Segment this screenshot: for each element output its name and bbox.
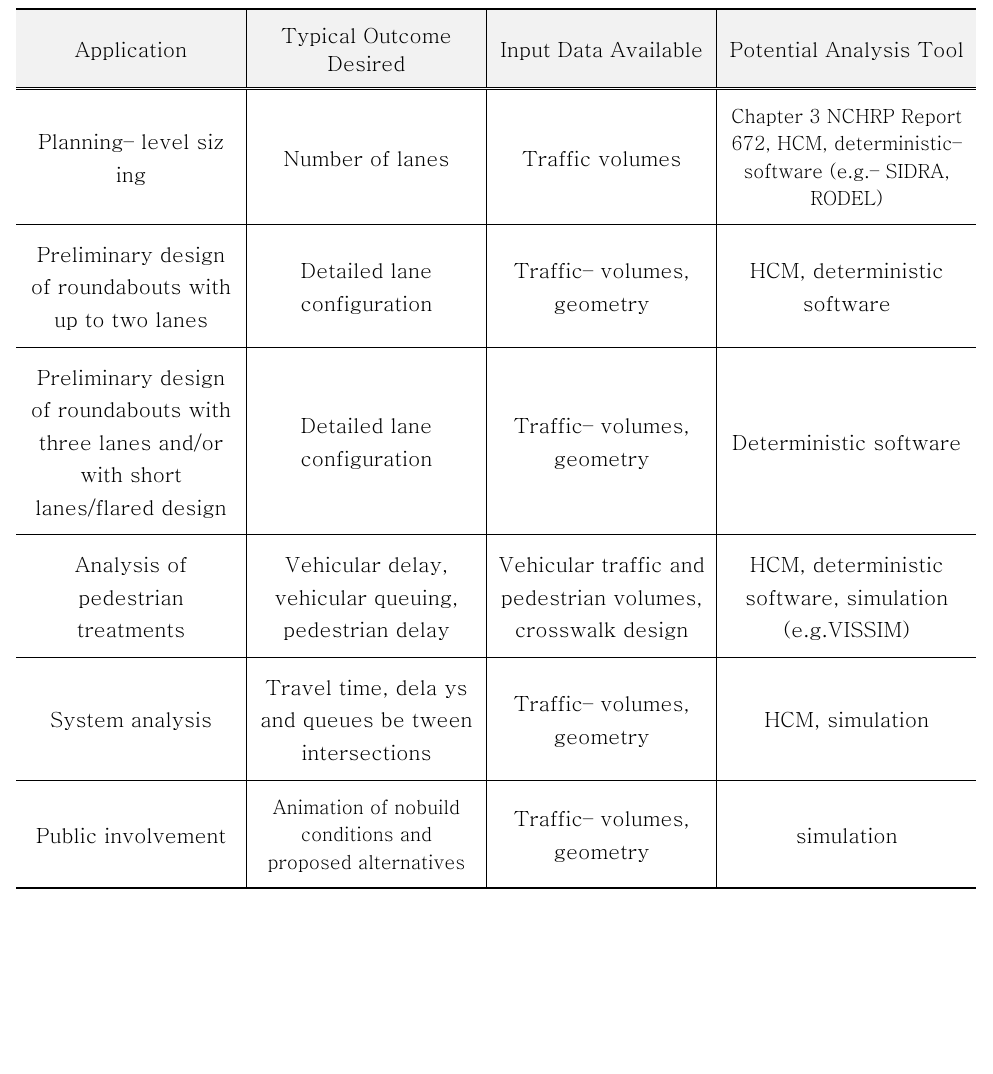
cell-application: Analysis of pedestrian treatments bbox=[16, 535, 246, 658]
cell-outcome: Detailed lane configuration bbox=[246, 224, 486, 347]
col-header-application: Application bbox=[16, 9, 246, 88]
cell-input: Traffic– volumes, geometry bbox=[486, 657, 716, 780]
cell-application: Preliminary design of roundabouts with u… bbox=[16, 224, 246, 347]
col-header-outcome: Typical Outcome Desired bbox=[246, 9, 486, 88]
cell-input: Traffic– volumes, geometry bbox=[486, 224, 716, 347]
cell-tool: simulation bbox=[717, 780, 976, 888]
table-row: System analysis Travel time, dela ys and… bbox=[16, 657, 976, 780]
cell-tool: HCM, simulation bbox=[717, 657, 976, 780]
cell-application: System analysis bbox=[16, 657, 246, 780]
cell-input: Traffic volumes bbox=[486, 88, 716, 224]
cell-application: Public involvement bbox=[16, 780, 246, 888]
cell-outcome: Detailed lane configuration bbox=[246, 347, 486, 535]
table-row: Preliminary design of roundabouts with u… bbox=[16, 224, 976, 347]
cell-input: Traffic– volumes, geometry bbox=[486, 780, 716, 888]
analysis-tools-table: Application Typical Outcome Desired Inpu… bbox=[16, 8, 976, 889]
table-row: Public involvement Animation of nobuild … bbox=[16, 780, 976, 888]
table-header-row: Application Typical Outcome Desired Inpu… bbox=[16, 9, 976, 88]
cell-outcome: Vehicular delay, vehicular queuing, pede… bbox=[246, 535, 486, 658]
table-row: Planning– level siz ing Number of lanes … bbox=[16, 88, 976, 224]
cell-outcome: Animation of nobuild conditions and prop… bbox=[246, 780, 486, 888]
cell-input: Vehicular traffic and pedestrian volumes… bbox=[486, 535, 716, 658]
cell-input: Traffic– volumes, geometry bbox=[486, 347, 716, 535]
table-row: Analysis of pedestrian treatments Vehicu… bbox=[16, 535, 976, 658]
cell-tool: HCM, deterministic software, simulation … bbox=[717, 535, 976, 658]
cell-tool: HCM, deterministic software bbox=[717, 224, 976, 347]
col-header-input-data: Input Data Available bbox=[486, 9, 716, 88]
cell-application: Preliminary design of roundabouts with t… bbox=[16, 347, 246, 535]
col-header-analysis-tool: Potential Analysis Tool bbox=[717, 9, 976, 88]
table-row: Preliminary design of roundabouts with t… bbox=[16, 347, 976, 535]
cell-outcome: Travel time, dela ys and queues be tween… bbox=[246, 657, 486, 780]
cell-application: Planning– level siz ing bbox=[16, 88, 246, 224]
cell-tool: Deterministic software bbox=[717, 347, 976, 535]
cell-outcome: Number of lanes bbox=[246, 88, 486, 224]
cell-tool: Chapter 3 NCHRP Report 672, HCM, determi… bbox=[717, 88, 976, 224]
